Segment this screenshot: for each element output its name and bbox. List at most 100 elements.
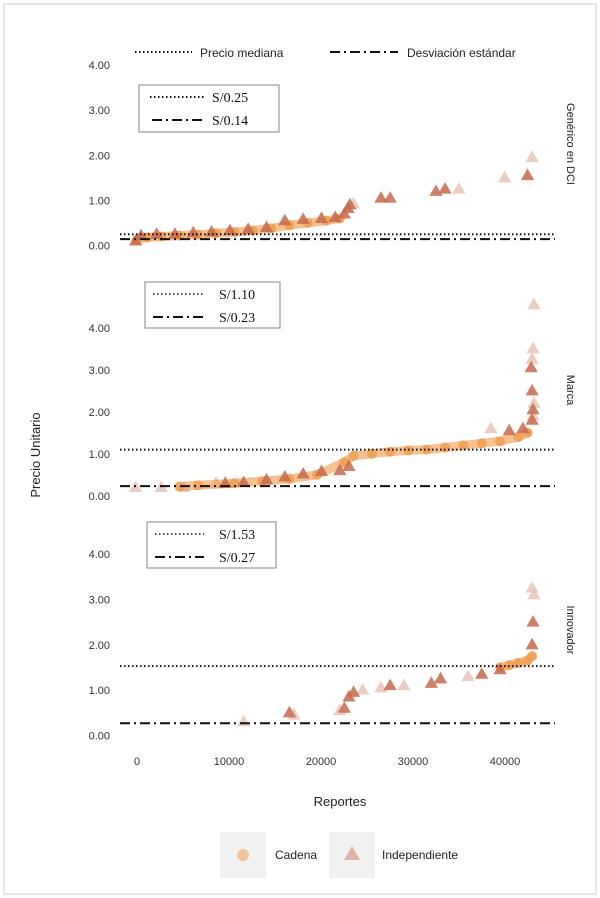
independiente-point (525, 413, 539, 425)
independiente-point-faded (525, 581, 539, 593)
independiente-point-faded (452, 182, 466, 194)
inset-median-value: S/0.25 (212, 91, 248, 106)
independiente-point (524, 360, 538, 373)
inset-box-innovador: S/1.53 S/0.27 (146, 521, 277, 569)
inset-sd-value: S/0.14 (212, 114, 248, 129)
independiente-point (328, 210, 342, 223)
independiente-point (296, 466, 310, 479)
independiente-point (314, 464, 329, 476)
cadena-point (421, 444, 432, 455)
independiente-point (526, 615, 540, 627)
independiente-legend-label: Independiente (382, 848, 458, 862)
independiente-point (259, 220, 274, 232)
x-tick-label: 0 (134, 756, 140, 768)
y-tick-label: 2.00 (89, 150, 110, 162)
independiente-point (218, 476, 232, 488)
y-tick-label: 4.00 (89, 60, 110, 72)
independiente-point (520, 168, 535, 181)
inset-box-frame (144, 281, 281, 329)
cadena-key-circle (237, 849, 249, 861)
independiente-point (438, 182, 452, 194)
panel-innovador: 0.00 1.00 2.00 3.00 4.00 (89, 549, 555, 742)
independiente-key-background (329, 832, 375, 878)
independiente-point (493, 662, 507, 675)
independiente-point (282, 705, 297, 718)
cadena-point (476, 438, 487, 449)
cadena-point (440, 442, 451, 453)
panel-strip-label: Genérico en DCI (564, 103, 576, 185)
x-tick-label: 20000 (306, 756, 337, 768)
independiente-point-faded (527, 396, 541, 408)
x-axis: 0 10000 20000 30000 40000 (134, 756, 520, 768)
cadena-point (495, 436, 506, 447)
independiente-point-faded (397, 678, 411, 691)
independiente-point-faded (461, 669, 475, 682)
top-legend: Precio mediana Desviación estándar (135, 46, 516, 60)
independiente-point-faded (356, 683, 370, 695)
independiente-point (241, 222, 255, 234)
y-tick-label: 0.00 (89, 240, 110, 252)
independiente-point (342, 459, 356, 471)
sd-legend-label: Desviación estándar (407, 46, 516, 60)
cadena-point (192, 480, 203, 491)
y-tick-label: 2.00 (89, 407, 110, 419)
independiente-point (383, 678, 397, 691)
y-tick-label: 2.00 (89, 640, 110, 652)
independiente-point (168, 227, 182, 239)
x-tick-label: 40000 (490, 756, 521, 768)
cadena-point (366, 448, 377, 459)
independiente-point-faded (525, 150, 539, 163)
y-axis-title: Precio Unitario (28, 412, 43, 497)
independiente-point-faded (497, 170, 512, 183)
y-tick-label: 1.00 (89, 195, 110, 207)
independiente-point-faded (526, 341, 540, 354)
independiente-point-faded (484, 421, 498, 434)
independiente-point (343, 197, 357, 210)
bottom-legend: Cadena Independiente (220, 832, 458, 878)
inset-box-frame (138, 84, 280, 133)
inset-median-value: S/1.10 (219, 288, 255, 303)
y-tick-label: 3.00 (89, 365, 110, 377)
cadena-point (513, 657, 524, 668)
inset-box-frame (146, 521, 277, 569)
median-legend-label: Precio mediana (200, 46, 284, 60)
independiente-point-faded (525, 352, 539, 364)
inset-box-marca: S/1.10 S/0.23 (144, 281, 281, 329)
independiente-point (223, 223, 237, 236)
panel-generico: 0.00 1.00 2.00 3.00 4.00 (89, 60, 555, 252)
independiente-point (374, 191, 388, 203)
inset-sd-value: S/0.23 (219, 311, 255, 326)
figure-frame (3, 3, 597, 895)
independiente-point (236, 475, 251, 487)
independiente-point (424, 676, 439, 688)
independiente-point (526, 402, 540, 415)
inset-median-value: S/1.53 (219, 528, 255, 543)
independiente-point (149, 227, 164, 239)
cadena-point (174, 481, 185, 492)
independiente-point (383, 191, 397, 203)
independiente-point-faded (236, 714, 251, 727)
cadena-point (385, 446, 396, 457)
inset-sd-value: S/0.27 (219, 551, 255, 566)
inset-box-generico: S/0.25 S/0.14 (138, 84, 280, 133)
y-tick-label: 0.00 (89, 730, 110, 742)
y-tick-label: 3.00 (89, 105, 110, 117)
x-axis-title: Reportes (314, 794, 367, 809)
y-tick-label: 1.00 (89, 685, 110, 697)
cadena-point (348, 450, 359, 461)
independiente-point (259, 472, 274, 485)
y-tick-label: 0.00 (89, 491, 110, 503)
cadena-point (527, 651, 538, 662)
y-tick-label: 1.00 (89, 449, 110, 461)
panel-strip-label: Marca (564, 375, 576, 406)
independiente-point-faded (527, 587, 541, 600)
x-tick-label: 30000 (398, 756, 429, 768)
y-tick-label: 4.00 (89, 323, 110, 335)
independiente-point (433, 671, 448, 684)
x-tick-label: 10000 (214, 756, 245, 768)
cadena-point (458, 440, 469, 451)
independiente-point-faded (527, 297, 541, 310)
y-tick-label: 3.00 (89, 594, 110, 606)
cadena-point (229, 478, 240, 489)
